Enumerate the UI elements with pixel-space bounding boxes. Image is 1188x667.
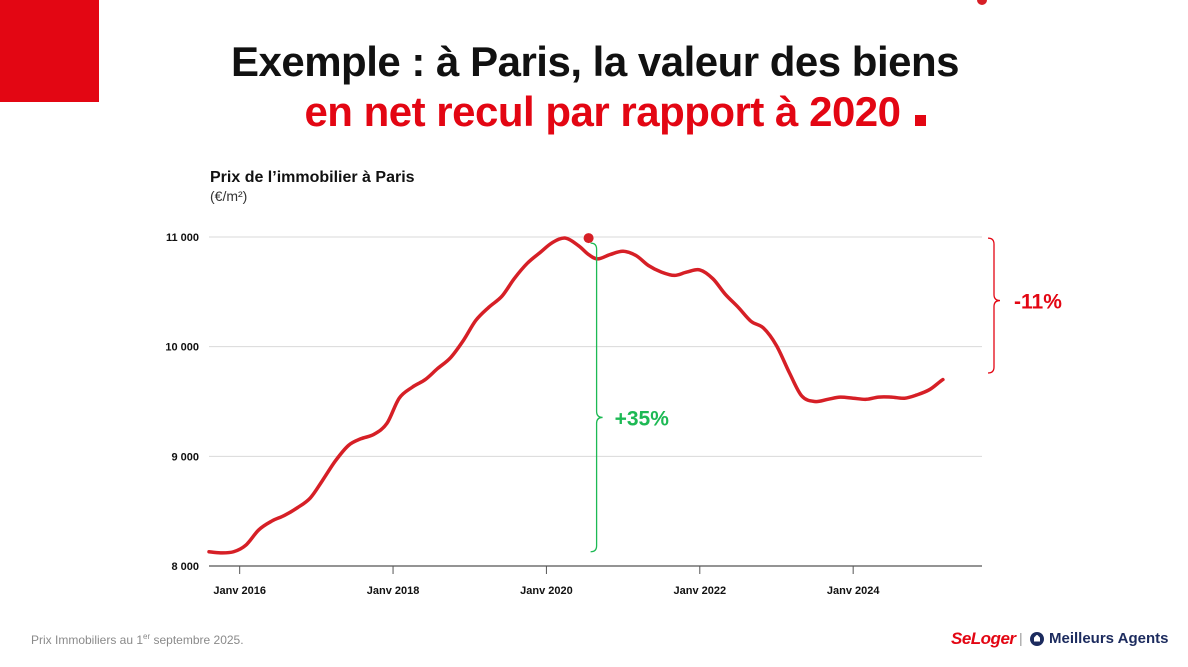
x-tick-label: Janv 2022 [673, 585, 726, 597]
y-tick-label: 11 000 [166, 232, 199, 244]
x-tick-label: Janv 2018 [367, 585, 420, 597]
growth-label: +35% [615, 407, 670, 430]
page-title-line2: en net recul par rapport à 2020 [0, 88, 1110, 136]
brand-corner-block [0, 0, 99, 102]
footnote: Prix Immobiliers au 1er septembre 2025. [31, 632, 244, 647]
footnote-sup: er [143, 632, 151, 641]
footnote-end: septembre 2025. [150, 633, 244, 647]
chart-unit: (€/m²) [210, 188, 248, 204]
logo-separator: | [1019, 630, 1023, 646]
x-tick-label: Janv 2020 [520, 585, 573, 597]
title-dot [914, 115, 926, 126]
y-tick-label: 10 000 [165, 342, 199, 354]
footnote-text: Prix Immobiliers au 1 [31, 633, 144, 647]
y-tick-label: 9 000 [171, 451, 199, 463]
x-tick-label: Janv 2016 [213, 585, 266, 597]
page-title-line1: Exemple : à Paris, la valeur des biens [230, 38, 960, 85]
decline-brace [987, 237, 1001, 374]
peak-point [583, 233, 594, 244]
meilleurs-agents-logo: Meilleurs Agents [1030, 630, 1168, 647]
growth-brace [590, 242, 603, 553]
house-icon [1030, 631, 1044, 646]
page-title-line2-text: en net recul par rapport à 2020 [304, 88, 901, 135]
last-point [977, 0, 987, 5]
decline-label: -11% [1014, 291, 1062, 314]
seloger-logo: SeLoger [951, 629, 1016, 648]
price-series-line [207, 236, 945, 555]
meilleurs-agents-label: Meilleurs Agents [1049, 630, 1169, 647]
x-tick-label: Janv 2024 [827, 585, 880, 597]
y-tick-label: 8 000 [171, 561, 199, 573]
chart-title: Prix de l’immobilier à Paris [210, 169, 415, 186]
